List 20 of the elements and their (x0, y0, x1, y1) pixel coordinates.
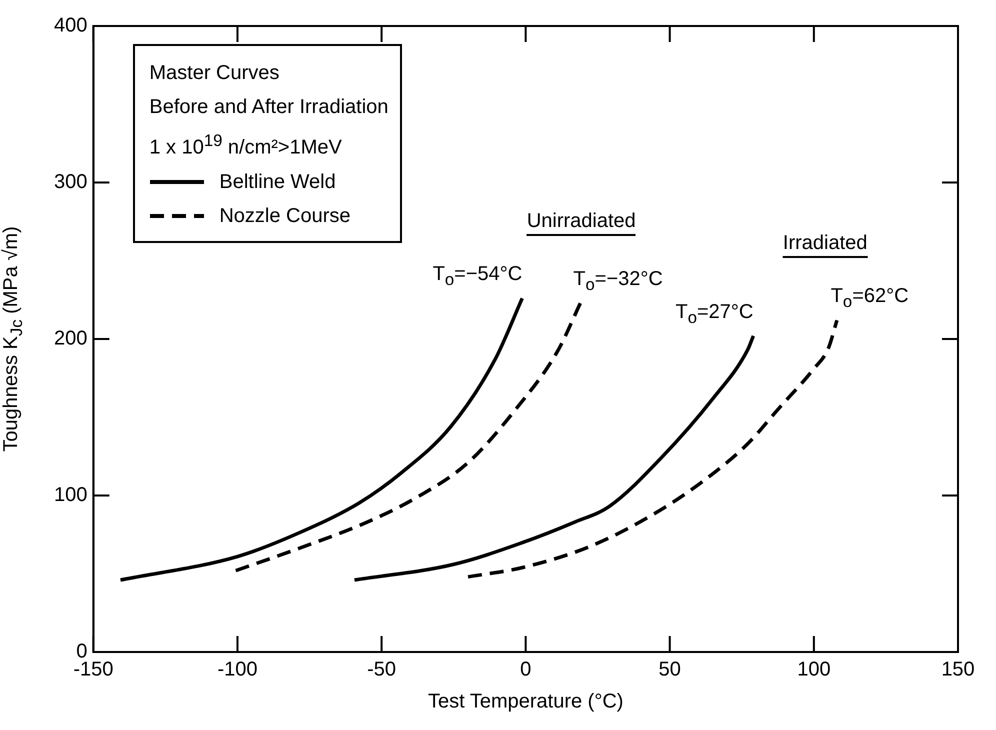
legend-title: Master Curves Before and After Irradiation 1 x 10$^{19}$ n/cm²>1MeV (149, 61, 388, 161)
annotation: T$_{o}$=27°C (676, 300, 754, 328)
annotation: T$_{o}$=−54°C (432, 263, 522, 290)
x-axis-title: Test Temperature (°C) (428, 690, 624, 713)
y-tick-label: 200 (54, 328, 88, 350)
y-tick-label: 100 (54, 484, 88, 506)
x-tick-label: 150 (941, 658, 975, 681)
x-tick-label: -100 (217, 658, 258, 681)
annotation: Irradiated (782, 230, 868, 258)
x-tick-label: 0 (520, 658, 532, 681)
x-tick-label: 100 (797, 658, 831, 681)
x-tick-label: -50 (367, 658, 396, 681)
annotation: T$_{o}$=−32°C (573, 268, 663, 295)
legend-label: Nozzle Course (219, 204, 351, 229)
legend-label: Beltline Weld (219, 170, 336, 195)
x-tick-label: 50 (658, 658, 681, 681)
y-tick-label: 400 (54, 14, 88, 37)
y-tick-label: 300 (54, 171, 88, 194)
annotation: T$_{o}$=62°C (830, 285, 909, 312)
annotation: Unirradiated (526, 208, 636, 236)
